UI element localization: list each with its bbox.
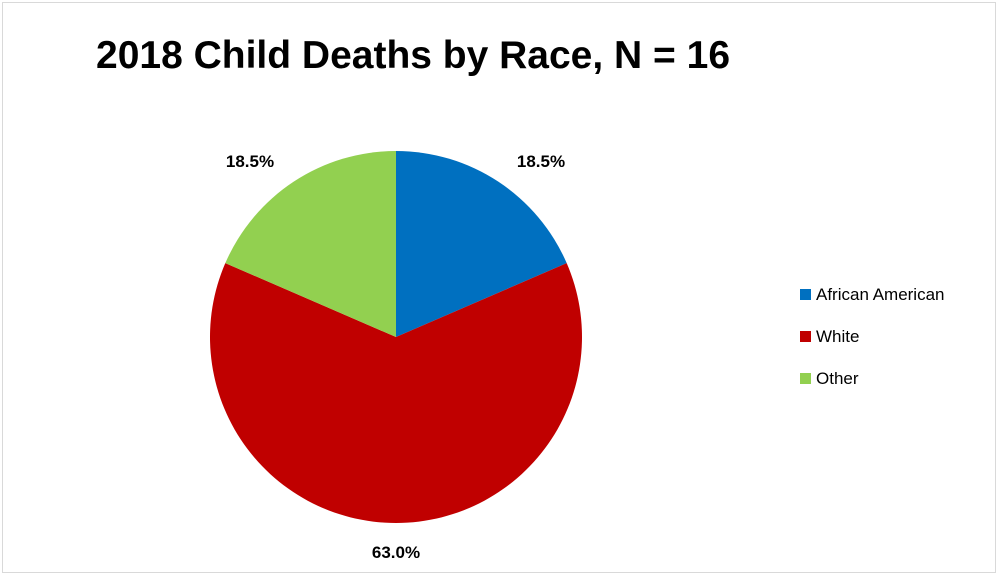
data-label-white: 63.0% <box>372 543 420 562</box>
legend-item-other: Other <box>800 368 945 389</box>
legend-swatch-other <box>800 373 811 384</box>
data-label-other: 18.5% <box>226 152 274 171</box>
pie-slice-african-american <box>396 151 567 337</box>
legend-label: African American <box>816 284 945 304</box>
pie-slices <box>210 151 583 524</box>
legend: African American White Other <box>800 284 945 410</box>
legend-label: Other <box>816 368 859 388</box>
data-label-african-american: 18.5% <box>517 152 565 171</box>
data-labels: 18.5% 63.0% 18.5% <box>226 152 565 562</box>
chart-title: 2018 Child Deaths by Race, N = 16 <box>96 34 731 77</box>
legend-label: White <box>816 326 860 346</box>
legend-swatch-african-american <box>800 289 811 300</box>
pie-slice-other <box>225 151 396 337</box>
pie-slice-white <box>210 263 583 524</box>
legend-item-african-american: African American <box>800 284 945 305</box>
legend-item-white: White <box>800 326 945 347</box>
legend-swatch-white <box>800 331 811 342</box>
